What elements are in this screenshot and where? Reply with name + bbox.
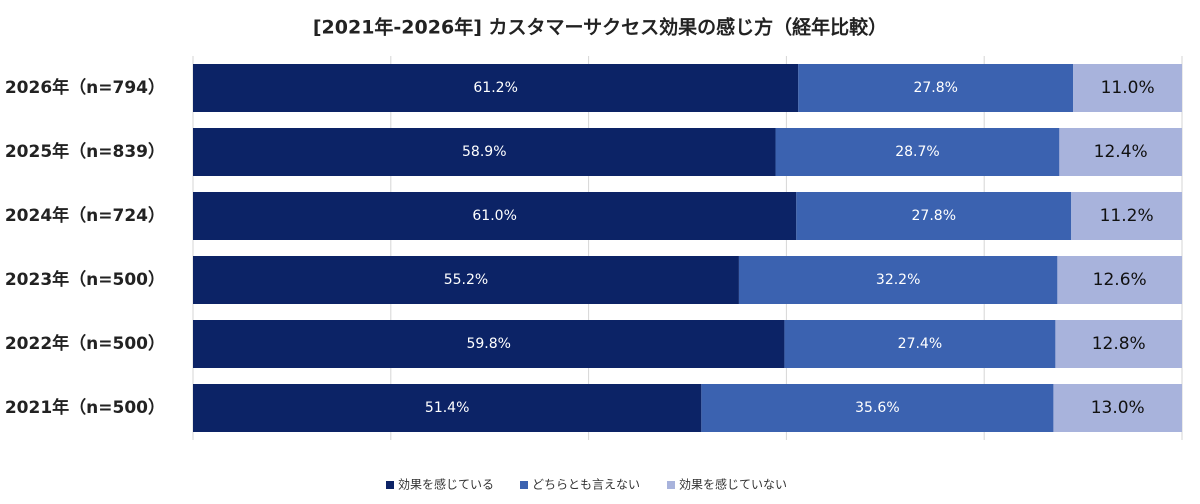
y-tick-label: 2021年（n=500） bbox=[5, 397, 165, 418]
bar-segment bbox=[193, 192, 797, 240]
bar-segment bbox=[193, 256, 739, 304]
bar-segment bbox=[775, 128, 1060, 176]
data-label: 55.2% bbox=[444, 272, 488, 288]
data-label: 12.8% bbox=[1092, 334, 1146, 354]
data-label: 28.7% bbox=[895, 144, 939, 160]
data-label: 59.8% bbox=[466, 336, 510, 352]
bar-segment bbox=[1057, 256, 1182, 304]
data-label: 11.2% bbox=[1100, 206, 1154, 226]
chart-title: [2021年-2026年] カスタマーサクセス効果の感じ方（経年比較） bbox=[313, 16, 887, 39]
bar-segment bbox=[193, 320, 785, 368]
data-label: 13.0% bbox=[1091, 398, 1145, 418]
legend-label: 効果を感じている bbox=[398, 477, 494, 492]
data-label: 27.8% bbox=[913, 80, 957, 96]
data-label: 11.0% bbox=[1101, 78, 1155, 98]
data-label: 27.8% bbox=[912, 208, 956, 224]
bar-segment bbox=[796, 192, 1072, 240]
bar-segment bbox=[1073, 64, 1182, 112]
bar-segment bbox=[1071, 192, 1182, 240]
y-tick-label: 2024年（n=724） bbox=[5, 205, 165, 226]
data-label: 12.4% bbox=[1094, 142, 1148, 162]
legend-swatch bbox=[667, 481, 675, 489]
data-label: 27.4% bbox=[898, 336, 942, 352]
y-tick-label: 2025年（n=839） bbox=[5, 141, 165, 162]
data-label: 35.6% bbox=[855, 400, 899, 416]
y-tick-label: 2023年（n=500） bbox=[5, 269, 165, 290]
legend-label: 効果を感じていない bbox=[679, 477, 787, 492]
legend-label: どちらとも言えない bbox=[532, 478, 640, 492]
data-label: 61.2% bbox=[473, 80, 517, 96]
data-label: 32.2% bbox=[876, 272, 920, 288]
legend-swatch bbox=[520, 481, 528, 489]
y-tick-label: 2022年（n=500） bbox=[5, 333, 165, 354]
bar-segment bbox=[1055, 320, 1182, 368]
legend-swatch bbox=[386, 481, 394, 489]
bar-segment bbox=[738, 256, 1058, 304]
bar-segment bbox=[701, 384, 1054, 432]
data-label: 61.0% bbox=[472, 208, 516, 224]
data-label: 12.6% bbox=[1093, 270, 1147, 290]
bar-segment bbox=[193, 128, 776, 176]
bar-segment bbox=[193, 64, 799, 112]
bar-segment bbox=[1053, 384, 1182, 432]
bar-segment bbox=[798, 64, 1074, 112]
data-label: 51.4% bbox=[425, 400, 469, 416]
bar-segment bbox=[784, 320, 1056, 368]
bar-segment bbox=[193, 384, 702, 432]
data-label: 58.9% bbox=[462, 144, 506, 160]
bar-segment bbox=[1059, 128, 1182, 176]
y-tick-label: 2026年（n=794） bbox=[5, 77, 165, 98]
